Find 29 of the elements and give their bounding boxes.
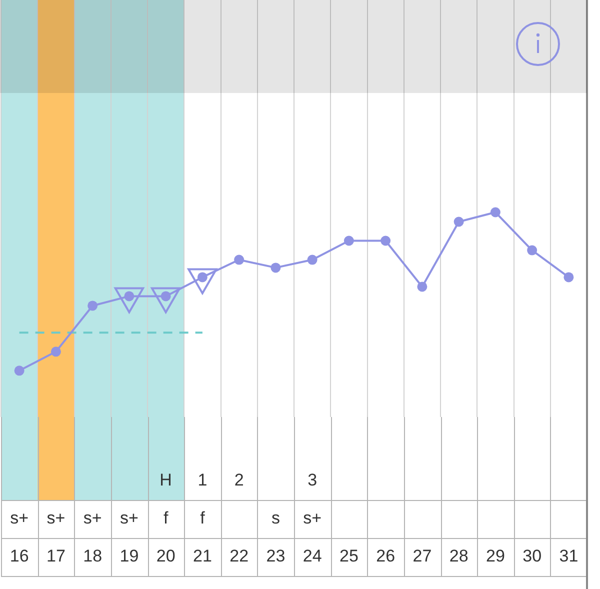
category-label: 2 22 xyxy=(230,470,249,566)
point xyxy=(417,282,428,292)
point xyxy=(234,254,244,265)
x-tick-label: 29 xyxy=(486,546,505,566)
point xyxy=(454,216,464,227)
point xyxy=(490,207,500,218)
point xyxy=(527,245,538,256)
x-tick-label: H f 20 xyxy=(156,470,176,566)
x-tick-label: s+ 19 xyxy=(120,508,139,566)
x-tick-label: 3 s+ 24 xyxy=(302,470,322,566)
point xyxy=(344,236,354,246)
x-tick-label: 1 f 21 xyxy=(192,470,212,566)
x-tick-label: 28 xyxy=(449,546,468,566)
point xyxy=(14,366,24,376)
point xyxy=(307,254,318,265)
x-tick-label: s+ 17 xyxy=(46,508,66,566)
x-tick-label: 27 xyxy=(412,546,432,566)
point xyxy=(270,262,281,273)
point xyxy=(88,300,98,311)
x-tick-label: s 23 xyxy=(266,508,286,566)
point xyxy=(380,236,391,246)
x-tick-label: 26 xyxy=(376,546,396,566)
x-tick-label: s+ 18 xyxy=(83,508,102,566)
x-tick-label: s+ 16 xyxy=(10,508,29,566)
point xyxy=(564,272,574,282)
x-tick-label: 25 xyxy=(339,546,358,566)
x-tick-label: 31 xyxy=(559,546,578,566)
point xyxy=(50,346,61,357)
x-tick-label: 30 xyxy=(522,546,542,566)
